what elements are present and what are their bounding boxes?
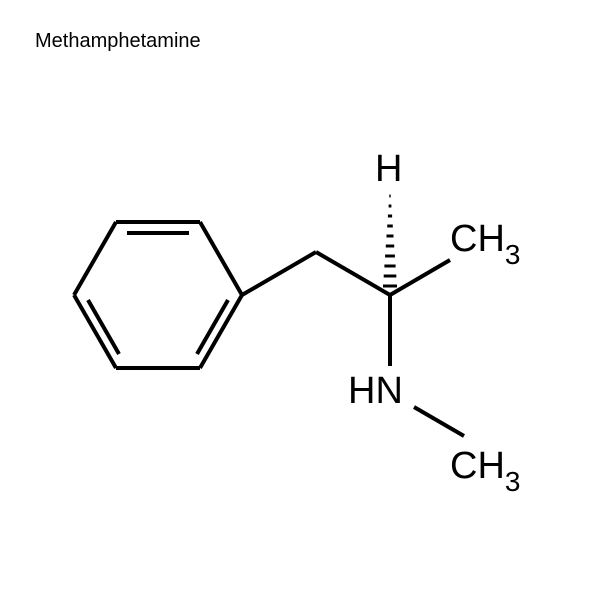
bond xyxy=(414,407,464,436)
bond xyxy=(390,260,450,295)
hashed-wedge xyxy=(383,196,397,286)
diagram-container: Methamphetamine xyxy=(0,0,600,600)
bond xyxy=(74,295,116,368)
bond xyxy=(242,252,316,295)
bond xyxy=(74,222,116,295)
bond xyxy=(200,295,242,368)
bond xyxy=(316,252,390,295)
bond xyxy=(200,222,242,295)
structure-svg xyxy=(0,0,600,600)
